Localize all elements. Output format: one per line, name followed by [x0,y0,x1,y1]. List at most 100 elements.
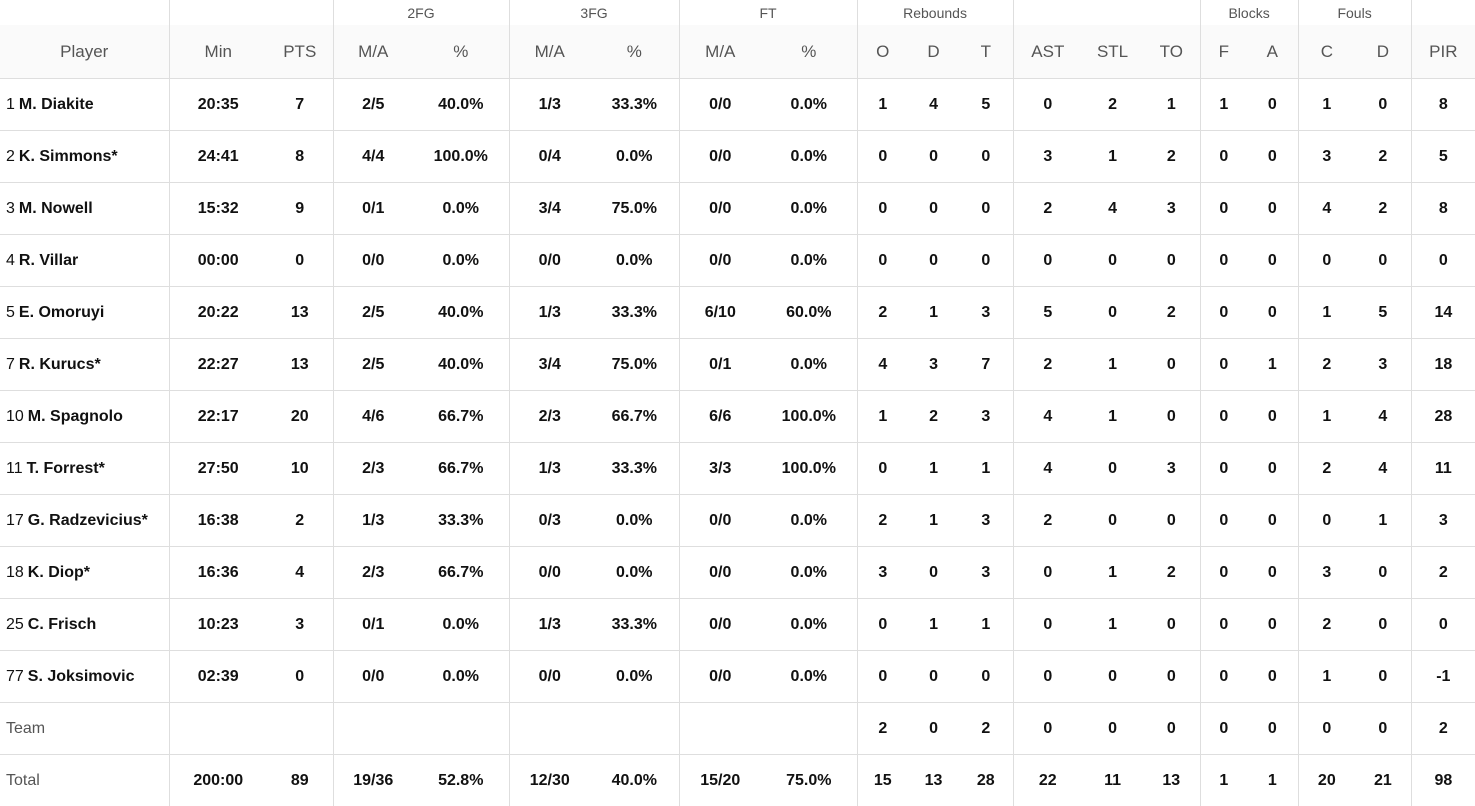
player-name-link[interactable]: S. Joksimovic [28,668,135,685]
col-header-ft-ma[interactable]: M/A [679,25,761,79]
cell-ft-pct: 0.0% [761,599,857,651]
cell-fg3-ma [509,703,590,755]
cell-reb-o: 0 [857,599,908,651]
cell-reb-t: 3 [959,495,1013,547]
cell-min: 20:22 [169,287,267,339]
cell-fg3-ma: 1/3 [509,79,590,131]
cell-pir: 98 [1411,755,1475,806]
cell-to: 0 [1143,703,1200,755]
col-header-reb-t[interactable]: T [959,25,1013,79]
cell-foul-c: 2 [1298,443,1355,495]
cell-ft-ma: 15/20 [679,755,761,806]
cell-foul-c: 0 [1298,235,1355,287]
col-header-ft-pct[interactable]: % [761,25,857,79]
cell-to: 0 [1143,339,1200,391]
cell-to: 3 [1143,183,1200,235]
col-header-min[interactable]: Min [169,25,267,79]
col-header-pir[interactable]: PIR [1411,25,1475,79]
cell-foul-c: 1 [1298,79,1355,131]
col-header-reb-d[interactable]: D [908,25,959,79]
cell-ft-pct: 0.0% [761,79,857,131]
cell-fg2-ma: 1/3 [333,495,413,547]
cell-blk-a: 1 [1247,339,1298,391]
cell-stl: 0 [1082,651,1143,703]
cell-fg3-ma: 0/3 [509,495,590,547]
cell-ft-pct: 0.0% [761,547,857,599]
cell-ast: 4 [1013,391,1082,443]
cell-foul-d: 21 [1355,755,1411,806]
player-name-link[interactable]: R. Kurucs* [19,356,101,373]
cell-foul-c: 3 [1298,131,1355,183]
cell-reb-t: 7 [959,339,1013,391]
col-header-reb-o[interactable]: O [857,25,908,79]
cell-pts: 7 [267,79,333,131]
player-name-link[interactable]: K. Diop* [28,564,90,581]
col-header-blk-a[interactable]: A [1247,25,1298,79]
player-name-link[interactable]: K. Simmons* [19,148,118,165]
col-header-2fg-pct[interactable]: % [413,25,509,79]
cell-fg2-ma: 2/5 [333,79,413,131]
cell-blk-f: 0 [1200,547,1247,599]
cell-fg2-pct: 33.3% [413,495,509,547]
group-rebounds: Rebounds [857,0,1013,25]
cell-foul-c: 0 [1298,495,1355,547]
cell-min: 22:27 [169,339,267,391]
cell-reb-d: 0 [908,235,959,287]
cell-stl: 1 [1082,547,1143,599]
col-header-3fg-ma[interactable]: M/A [509,25,590,79]
cell-ft-pct [761,703,857,755]
player-name-link[interactable]: C. Frisch [28,616,96,633]
cell-fg2-pct: 0.0% [413,651,509,703]
col-header-foul-c[interactable]: C [1298,25,1355,79]
player-name-link[interactable]: R. Villar [19,252,78,269]
col-header-ast[interactable]: AST [1013,25,1082,79]
cell-to: 0 [1143,391,1200,443]
cell-pts: 9 [267,183,333,235]
cell-reb-t: 0 [959,651,1013,703]
group-blank [1411,0,1475,25]
cell-ft-pct: 0.0% [761,339,857,391]
player-name-link[interactable]: M. Spagnolo [28,408,123,425]
cell-stl: 2 [1082,79,1143,131]
cell-foul-c: 2 [1298,599,1355,651]
col-header-foul-d[interactable]: D [1355,25,1411,79]
player-name-link[interactable]: G. Radzevicius* [28,512,148,529]
cell-fg3-ma: 1/3 [509,287,590,339]
cell-stl: 0 [1082,235,1143,287]
cell-min: 24:41 [169,131,267,183]
cell-ft-pct: 0.0% [761,131,857,183]
player-name-link[interactable]: E. Omoruyi [19,304,104,321]
col-header-blk-f[interactable]: F [1200,25,1247,79]
cell-ast: 5 [1013,287,1082,339]
cell-reb-d: 0 [908,651,959,703]
col-header-to[interactable]: TO [1143,25,1200,79]
cell-blk-a: 0 [1247,235,1298,287]
team-label: Team [0,703,169,755]
col-header-stl[interactable]: STL [1082,25,1143,79]
player-number: 1 [6,96,15,113]
col-header-2fg-ma[interactable]: M/A [333,25,413,79]
cell-fg3-pct: 0.0% [590,651,679,703]
cell-blk-a: 1 [1247,755,1298,806]
cell-pir: 8 [1411,183,1475,235]
group-3fg: 3FG [509,0,679,25]
col-header-3fg-pct[interactable]: % [590,25,679,79]
col-header-pts[interactable]: PTS [267,25,333,79]
cell-min: 27:50 [169,443,267,495]
cell-fg2-pct [413,703,509,755]
cell-pts: 0 [267,651,333,703]
player-name-link[interactable]: M. Nowell [19,200,93,217]
player-name-link[interactable]: M. Diakite [19,96,94,113]
col-header-player[interactable]: Player [0,25,169,79]
player-name-link[interactable]: T. Forrest* [27,460,105,477]
cell-foul-c: 3 [1298,547,1355,599]
cell-fg3-pct: 40.0% [590,755,679,806]
